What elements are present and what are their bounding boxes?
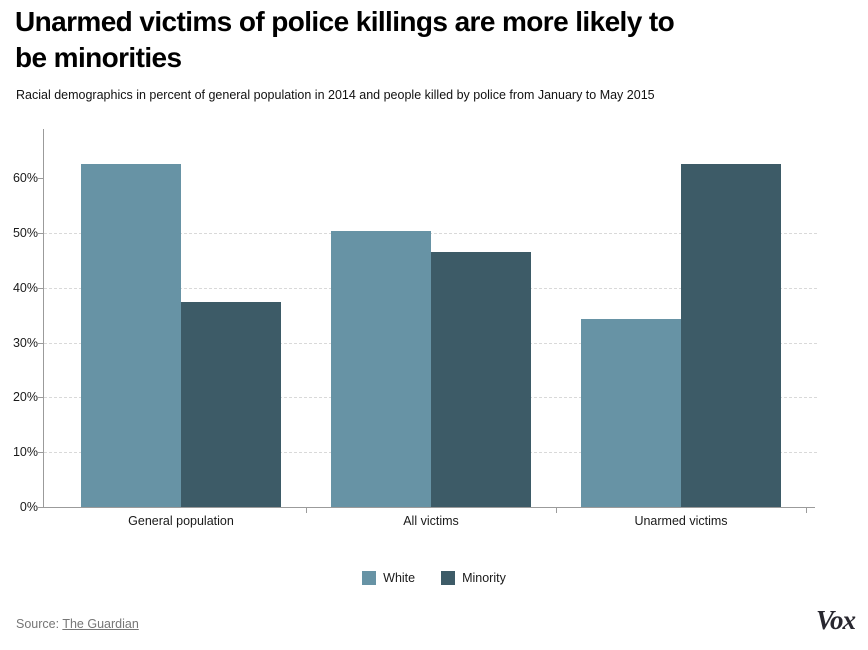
y-axis-tick-label: 0% xyxy=(19,500,38,514)
y-axis-tick xyxy=(38,342,43,344)
legend-label: Minority xyxy=(462,571,506,585)
y-axis-tick-label: 60% xyxy=(12,171,38,186)
vox-logo: Vox xyxy=(815,605,856,635)
source-label: Source: xyxy=(16,617,60,631)
y-axis-tick xyxy=(38,287,43,289)
bar-white-2 xyxy=(331,230,431,507)
source-link[interactable]: The Guardian xyxy=(62,617,139,631)
x-axis-category-label: General population xyxy=(128,514,234,528)
x-axis-category-label: Unarmed victims xyxy=(634,514,728,528)
y-axis-line xyxy=(43,129,44,507)
chart-subtitle: Racial demographics in percent of genera… xyxy=(16,88,655,102)
x-axis-tick xyxy=(806,508,807,513)
y-axis-tick xyxy=(38,178,43,180)
y-axis-tick xyxy=(38,507,43,508)
y-axis-tick-label: 20% xyxy=(12,390,38,405)
x-axis-tick xyxy=(556,508,557,513)
bar-white-1 xyxy=(81,164,181,507)
y-axis-tick xyxy=(38,452,43,454)
bar-white-3 xyxy=(581,318,681,507)
legend-swatch-white xyxy=(362,571,377,585)
y-axis-tick-label: 50% xyxy=(12,226,38,241)
x-axis-tick xyxy=(306,508,307,513)
chart-legend: White Minority xyxy=(0,571,868,585)
bar-minority-3 xyxy=(681,164,781,507)
y-axis-tick-label: 10% xyxy=(12,445,38,460)
legend-item-white: White xyxy=(362,571,415,585)
source-line: Source: The Guardian xyxy=(16,617,139,631)
y-axis-tick xyxy=(38,397,43,399)
bar-minority-2 xyxy=(431,251,531,507)
legend-item-minority: Minority xyxy=(441,571,506,585)
y-axis-tick xyxy=(38,233,43,235)
chart-title: Unarmed victims of police killings are m… xyxy=(15,6,675,73)
x-axis-line xyxy=(43,507,815,508)
legend-swatch-minority xyxy=(441,571,456,585)
y-axis-tick-label: 30% xyxy=(12,335,38,350)
bar-minority-1 xyxy=(181,302,281,507)
y-axis-tick-label: 40% xyxy=(12,280,38,295)
x-axis-category-label: All victims xyxy=(403,514,459,528)
legend-label: White xyxy=(383,571,416,585)
